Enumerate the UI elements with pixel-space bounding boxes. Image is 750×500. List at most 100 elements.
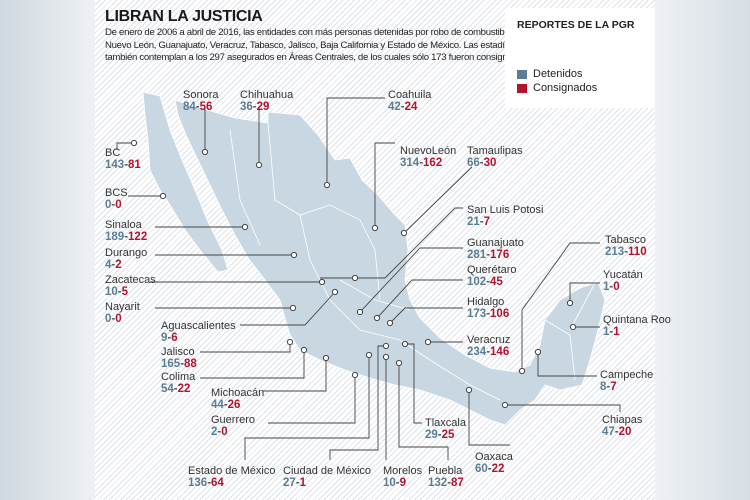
separator: - (117, 286, 122, 298)
leader-line-estado-de-mexico (244, 355, 370, 460)
consignados-value: 26 (227, 399, 241, 411)
state-name: BC (105, 147, 121, 159)
marker-oaxaca (465, 386, 473, 394)
detenidos-value: 102 (467, 276, 487, 288)
consignados-value: 110 (628, 246, 647, 258)
consignados-value: 88 (184, 358, 197, 370)
separator: - (487, 463, 492, 475)
state-values: 213-110 (605, 246, 647, 259)
state-name: Hidalgo (467, 296, 505, 308)
state-name: Sinaloa (105, 219, 142, 231)
leader-line-hidalgo (389, 307, 463, 324)
state-label-nuevoleon: NuevoLeón 314-162 (400, 145, 456, 170)
leader-line-tamaulipas (403, 166, 473, 234)
leader-line-colima (200, 350, 305, 379)
state-label-coahuila: Coahuila 42-24 (388, 89, 431, 114)
state-values: 10-9 (383, 477, 422, 490)
separator: - (124, 159, 129, 171)
leader-line-aguascalientes (240, 291, 336, 326)
state-label-campeche: Campeche 8-7 (600, 369, 653, 394)
separator: - (486, 276, 491, 288)
separator: - (111, 259, 116, 271)
state-name: Estado de México (188, 465, 276, 477)
state-values: 1-0 (603, 281, 643, 294)
state-label-aguascalientes: Aguascalientes 9-6 (161, 320, 236, 345)
separator: - (180, 358, 185, 370)
separator: - (486, 308, 491, 320)
marker-chiapas (501, 401, 509, 409)
leader-line-ciudad-de-mexico (329, 345, 386, 460)
state-name: Guanajuato (467, 237, 524, 249)
leader-line-jalisco (200, 342, 291, 353)
state-name: Sonora (183, 89, 219, 101)
detenidos-value: 0 (105, 199, 112, 211)
land (142, 91, 606, 426)
state-label-chihuahua: Chihuahua 36-29 (240, 89, 293, 114)
state-name: Aguascalientes (161, 320, 236, 332)
marker-chihuahua (255, 161, 263, 169)
marker-quintana-roo (569, 323, 577, 331)
state-values: 189-122 (105, 231, 147, 244)
callout-dots (130, 139, 577, 409)
state-label-quintana-roo: Quintana Roo 1-1 (603, 314, 671, 339)
leader-line-oaxaca (468, 390, 510, 446)
state-name: Guerrero (211, 414, 256, 426)
leader-line-michoacan (263, 358, 327, 392)
leader-line-tabasco (521, 242, 600, 371)
state-label-bc: BC 143-81 (105, 147, 141, 172)
consignados-value: 0 (115, 199, 122, 211)
state-values: 102-45 (467, 276, 517, 289)
state-values: 136-64 (188, 477, 275, 490)
state-name: Tamaulipas (467, 145, 523, 157)
marker-jalisco (286, 338, 294, 346)
state-label-morelos: Morelos 10-9 (383, 465, 422, 490)
state-name: Puebla (428, 465, 463, 477)
state-name: Yucatán (603, 269, 643, 281)
state-values: 21-7 (467, 216, 543, 229)
marker-yucatan (566, 299, 574, 307)
state-label-tabasco: Tabasco 213-110 (605, 234, 647, 259)
leader-line-bc (116, 142, 134, 150)
state-label-veracruz: Veracruz 234-146 (467, 334, 510, 359)
detenidos-value: 9 (161, 332, 168, 344)
separator: - (223, 399, 228, 411)
marker-colima (300, 346, 308, 354)
marker-morelos (382, 353, 390, 361)
separator: - (486, 346, 491, 358)
consignados-swatch (517, 83, 527, 93)
state-label-guerrero: Guerrero 2-0 (211, 414, 255, 439)
state-values: 66-30 (467, 157, 523, 170)
state-values: 0-0 (105, 313, 140, 326)
consignados-value: 122 (128, 231, 148, 243)
marker-tamaulipas (400, 229, 408, 237)
state-values: 2-0 (211, 426, 255, 439)
separator: - (609, 326, 614, 338)
detenidos-value: 165 (161, 358, 181, 370)
consignados-value: 22 (491, 463, 505, 475)
state-label-chiapas: Chiapas 47-20 (602, 414, 642, 439)
detenidos-value: 29 (425, 429, 438, 441)
state-label-estado-de-mexico: Estado de México 136-64 (188, 465, 275, 490)
separator: - (447, 477, 452, 489)
consignados-value: 25 (441, 429, 455, 441)
leader-line-coahuila (326, 97, 385, 185)
detenidos-value: 314 (400, 157, 420, 169)
state-label-nayarit: Nayarit 0-0 (105, 301, 140, 326)
detenidos-value: 136 (188, 477, 208, 489)
state-name: Quintana Roo (603, 314, 671, 326)
state-name: Veracruz (467, 334, 511, 346)
separator: - (437, 429, 442, 441)
state-label-oaxaca: Oaxaca 60-22 (475, 451, 513, 476)
marker-queretaro (373, 314, 381, 322)
separator: - (400, 101, 405, 113)
separator: - (207, 477, 212, 489)
consignados-value: 24 (404, 101, 418, 113)
detenidos-value: 66 (467, 157, 480, 169)
legend-label: Detenidos (533, 68, 583, 80)
consignados-value: 20 (618, 426, 632, 438)
consignados-value: 29 (256, 101, 270, 113)
state-values: 4-2 (105, 259, 147, 272)
state-values: 60-22 (475, 463, 513, 476)
state-name: Ciudad de México (283, 465, 372, 477)
detenidos-value: 47 (602, 426, 615, 438)
